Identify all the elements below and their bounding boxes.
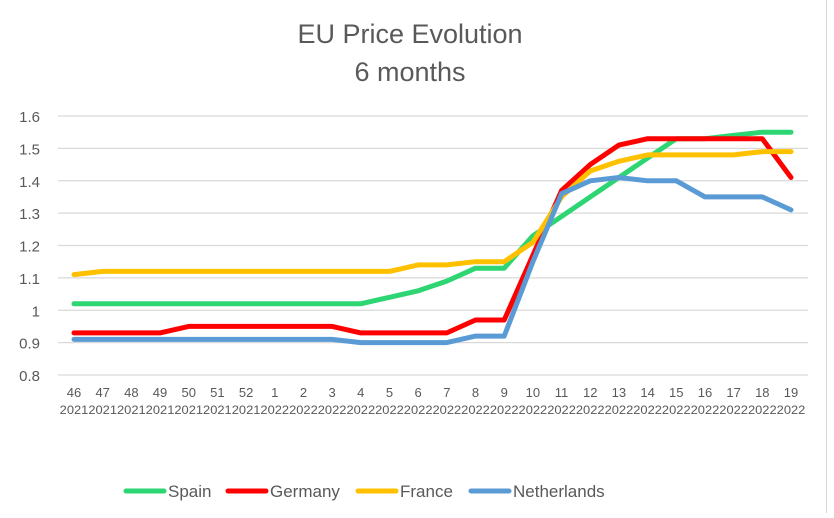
- x-tick-year: 2022: [404, 403, 433, 417]
- x-tick-year: 2022: [289, 403, 318, 417]
- x-tick-year: 2022: [748, 403, 777, 417]
- x-tick-year: 2021: [203, 403, 232, 417]
- x-tick-year: 2021: [174, 403, 203, 417]
- x-tick-year: 2022: [433, 403, 462, 417]
- y-tick-label: 1.3: [19, 206, 40, 223]
- legend: Spain Germany France Netherlands: [123, 482, 605, 501]
- x-tick-week: 5: [386, 385, 393, 400]
- x-tick-year: 2022: [461, 403, 490, 417]
- chart-title: EU Price Evolution: [297, 19, 522, 49]
- x-tick-week: 19: [784, 385, 798, 400]
- x-tick-week: 15: [669, 385, 683, 400]
- legend-label-germany: Germany: [270, 482, 340, 501]
- y-tick-label: 1.2: [19, 239, 40, 256]
- gridlines: [58, 115, 808, 376]
- x-tick-week: 6: [415, 385, 422, 400]
- y-tick-label: 1.6: [19, 109, 40, 126]
- legend-label-spain: Spain: [168, 482, 211, 501]
- x-tick-year: 2022: [719, 403, 748, 417]
- x-tick-week: 2: [300, 385, 307, 400]
- x-tick-week: 3: [329, 385, 336, 400]
- x-tick-year: 2021: [146, 403, 175, 417]
- x-tick-year: 2022: [490, 403, 519, 417]
- x-tick-week: 9: [501, 385, 508, 400]
- series-line-spain: [71, 129, 794, 307]
- x-tick-year: 2022: [662, 403, 691, 417]
- x-tick-week: 49: [153, 385, 167, 400]
- x-tick-year: 2022: [777, 403, 806, 417]
- x-tick-week: 13: [612, 385, 626, 400]
- y-tick-label: 0.9: [19, 336, 40, 353]
- x-tick-week: 51: [210, 385, 224, 400]
- x-tick-year: 2021: [117, 403, 146, 417]
- x-tick-week: 17: [726, 385, 740, 400]
- x-tick-year: 2022: [318, 403, 347, 417]
- chart-subtitle: 6 months: [354, 57, 465, 87]
- x-tick-year: 2022: [605, 403, 634, 417]
- x-tick-year: 2021: [232, 403, 261, 417]
- series-line-germany: [71, 136, 794, 336]
- legend-label-france: France: [400, 482, 453, 501]
- x-tick-year: 2022: [576, 403, 605, 417]
- x-tick-week: 8: [472, 385, 479, 400]
- x-tick-week: 50: [181, 385, 195, 400]
- x-tick-week: 16: [698, 385, 712, 400]
- x-tick-year: 2022: [375, 403, 404, 417]
- x-tick-week: 7: [443, 385, 450, 400]
- x-tick-week: 12: [583, 385, 597, 400]
- chart-border: [826, 0, 827, 513]
- y-axis: 1.6 1.5 1.4 1.3 1.2 1.1 1 0.9 0.8: [19, 109, 40, 385]
- x-tick-year: 2022: [633, 403, 662, 417]
- x-tick-week: 14: [640, 385, 654, 400]
- x-tick-week: 10: [526, 385, 540, 400]
- x-tick-year: 2021: [88, 403, 117, 417]
- x-tick-year: 2022: [691, 403, 720, 417]
- x-tick-week: 46: [67, 385, 81, 400]
- x-tick-year: 2022: [519, 403, 548, 417]
- x-tick-year: 2022: [547, 403, 576, 417]
- series-lines: [71, 129, 794, 346]
- y-tick-label: 1.1: [19, 271, 40, 288]
- x-tick-week: 4: [357, 385, 364, 400]
- x-tick-year: 2022: [260, 403, 289, 417]
- y-tick-label: 1.5: [19, 141, 40, 158]
- x-tick-week: 18: [755, 385, 769, 400]
- series-line-france: [71, 149, 794, 278]
- series-line-netherlands: [71, 175, 794, 346]
- x-tick-week: 52: [239, 385, 253, 400]
- x-tick-week: 48: [124, 385, 138, 400]
- y-tick-label: 1.4: [19, 174, 40, 191]
- y-tick-label: 0.8: [19, 368, 40, 385]
- legend-label-netherlands: Netherlands: [513, 482, 605, 501]
- x-tick-week: 11: [555, 385, 569, 400]
- x-axis: 4620214720214820214920215020215120215220…: [60, 385, 806, 417]
- y-tick-label: 1: [32, 303, 40, 320]
- x-tick-year: 2021: [60, 403, 89, 417]
- x-tick-week: 1: [271, 385, 278, 400]
- x-tick-year: 2022: [346, 403, 375, 417]
- x-tick-week: 47: [95, 385, 109, 400]
